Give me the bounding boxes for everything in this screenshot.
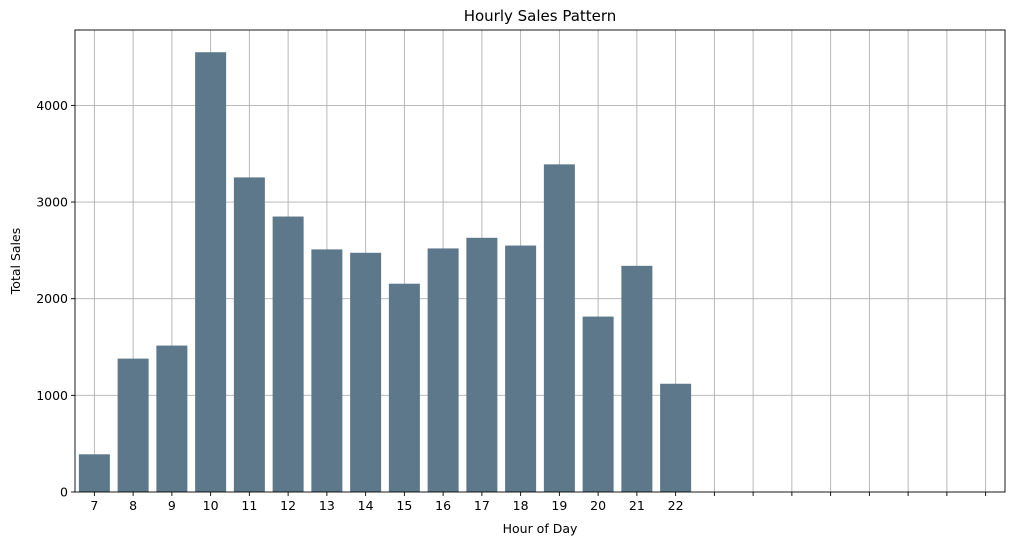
- bar-8: [117, 358, 149, 492]
- bar-12: [272, 216, 304, 493]
- x-tick-label: 15: [396, 498, 412, 513]
- y-tick-label: 3000: [36, 195, 68, 210]
- x-tick-label: 13: [319, 498, 335, 513]
- bar-16: [427, 248, 459, 492]
- bar-14: [350, 252, 382, 492]
- x-tick-label: 7: [90, 498, 98, 513]
- y-tick-label: 4000: [36, 98, 68, 113]
- x-tick-label: 22: [668, 498, 684, 513]
- x-tick-label: 17: [474, 498, 490, 513]
- bar-18: [505, 245, 537, 492]
- y-tick-label: 2000: [36, 291, 68, 306]
- bar-series: [78, 52, 692, 493]
- bar-11: [233, 177, 265, 493]
- y-tick-label: 1000: [36, 388, 68, 403]
- bar-21: [621, 265, 653, 492]
- x-tick-label: 20: [590, 498, 606, 513]
- x-tick-label: 19: [551, 498, 567, 513]
- y-axis-label: Total Sales: [8, 228, 23, 295]
- bar-7: [78, 454, 110, 492]
- x-tick-label: 11: [241, 498, 257, 513]
- bar-13: [311, 249, 343, 492]
- bar-22: [660, 383, 692, 492]
- bar-17: [466, 237, 498, 492]
- x-tick-label: 12: [280, 498, 296, 513]
- x-tick-label: 10: [203, 498, 219, 513]
- y-tick-label: 0: [60, 485, 68, 500]
- plot-border: [74, 29, 1006, 493]
- x-tick-label: 14: [358, 498, 374, 513]
- x-axis-ticks: 7 8 9 10 11 12 13 14 15 16 17 18 19 20 21 22: [90, 492, 987, 513]
- bar-15: [388, 283, 420, 492]
- x-tick-label: 21: [629, 498, 645, 513]
- plot-frame: [74, 29, 1006, 493]
- x-axis-label: Hour of Day: [503, 521, 578, 536]
- x-tick-label: 16: [435, 498, 451, 513]
- bar-19: [543, 164, 575, 492]
- chart-title: Hourly Sales Pattern: [464, 7, 617, 25]
- y-axis-ticks: 0 1000 2000 3000 4000: [36, 98, 75, 500]
- x-tick-label: 18: [513, 498, 529, 513]
- bar-9: [156, 345, 188, 492]
- bar-20: [582, 316, 614, 492]
- bar-10: [195, 52, 227, 492]
- x-tick-label: 8: [129, 498, 137, 513]
- x-tick-label: 9: [168, 498, 176, 513]
